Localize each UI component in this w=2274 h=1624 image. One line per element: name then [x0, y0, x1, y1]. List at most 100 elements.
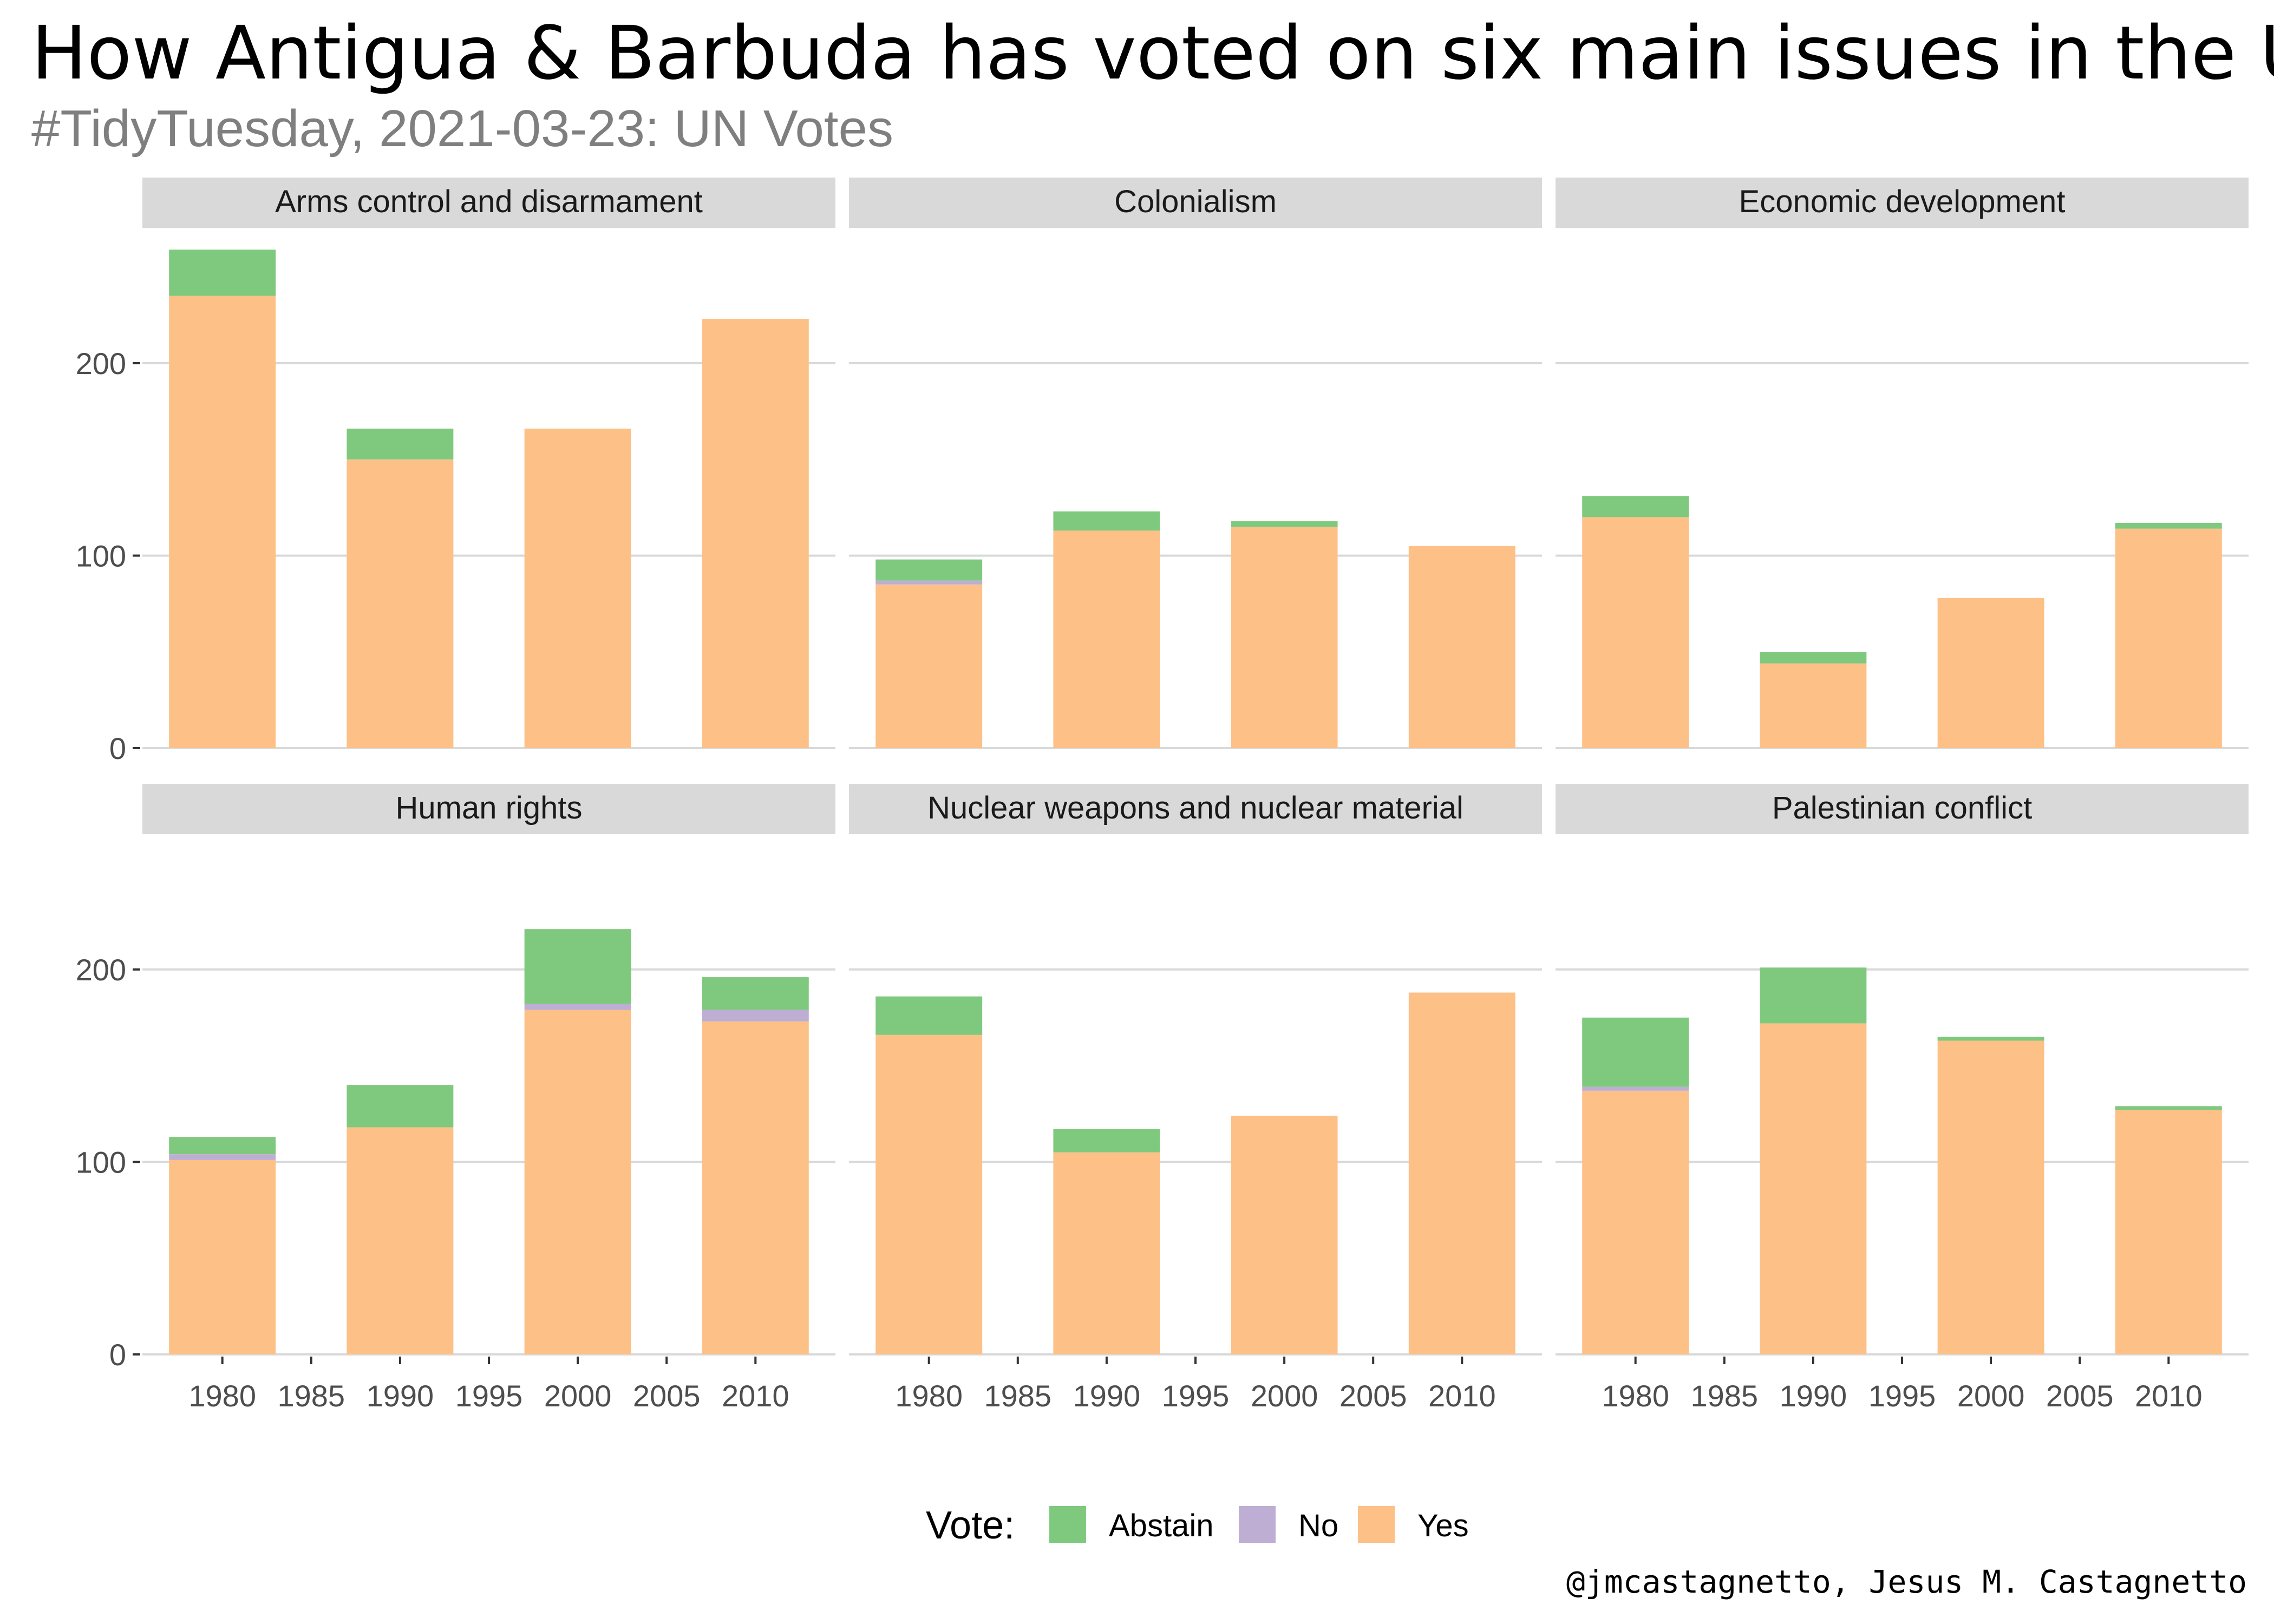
bar-segment-abstain — [169, 1137, 276, 1155]
facet-panel: Colonialism — [849, 178, 1542, 749]
bar-segment-abstain — [1053, 1129, 1160, 1152]
legend-key-yes — [1358, 1506, 1395, 1543]
x-tick-label: 1990 — [1780, 1379, 1847, 1413]
bar-segment-yes — [2115, 528, 2222, 748]
bar-segment-abstain — [1582, 1017, 1689, 1087]
bar-segment-yes — [1408, 992, 1515, 1354]
legend-label: No — [1298, 1508, 1338, 1543]
bar-segment-yes — [1760, 1023, 1867, 1354]
y-tick-label: 0 — [109, 731, 126, 765]
x-tick-label: 1980 — [895, 1379, 963, 1413]
bar-segment-yes — [2115, 1110, 2222, 1354]
legend-label: Yes — [1417, 1508, 1469, 1543]
y-tick-label: 200 — [76, 953, 126, 987]
bar-segment-abstain — [347, 1085, 454, 1128]
x-tick-label: 1985 — [984, 1379, 1052, 1413]
x-tick-label: 1990 — [1073, 1379, 1141, 1413]
chart-subtitle: #TidyTuesday, 2021-03-23: UN Votes — [31, 100, 893, 158]
bar-segment-abstain — [2115, 1106, 2222, 1110]
bar-segment-yes — [1937, 598, 2044, 748]
x-tick-label: 2005 — [2046, 1379, 2114, 1413]
bar-segment-yes — [702, 319, 809, 748]
facet-strip — [142, 784, 835, 834]
bar-segment-abstain — [1053, 511, 1160, 531]
bar-segment-no — [524, 1004, 631, 1010]
chart-title: How Antigua & Barbuda has voted on six m… — [31, 11, 2274, 96]
bar-segment-yes — [347, 1127, 454, 1354]
x-tick-label: 1990 — [367, 1379, 434, 1413]
x-tick-label: 1980 — [1602, 1379, 1669, 1413]
y-tick-label: 100 — [76, 539, 126, 573]
facet-panel: Economic development — [1556, 178, 2249, 749]
bar-segment-yes — [875, 1034, 983, 1354]
facet-strip-label: Human rights — [396, 790, 583, 826]
bar-segment-abstain — [1582, 496, 1689, 518]
facet-panel: Nuclear weapons and nuclear material 1980… — [849, 784, 1542, 1413]
bar-segment-abstain — [1760, 652, 1867, 664]
bar-segment-abstain — [702, 977, 809, 1010]
legend-key-abstain — [1049, 1506, 1086, 1543]
bar-segment-abstain — [169, 250, 276, 296]
x-tick-label: 2000 — [1251, 1379, 1318, 1413]
bar-segment-yes — [1760, 663, 1867, 748]
bar-segment-yes — [524, 428, 631, 748]
bar-segment-no — [169, 1154, 276, 1160]
bar-segment-abstain — [2115, 523, 2222, 529]
facet-strip — [142, 178, 835, 228]
bar-segment-no — [1582, 1086, 1689, 1091]
bar-segment-yes — [1231, 1116, 1338, 1354]
x-tick-label: 1980 — [188, 1379, 256, 1413]
bar-segment-abstain — [1937, 1037, 2044, 1041]
bar-segment-yes — [1582, 517, 1689, 748]
legend-label: Abstain — [1109, 1508, 1213, 1543]
facet-strip — [1556, 178, 2249, 228]
x-tick-label: 1995 — [1868, 1379, 1936, 1413]
facet-strip-label: Palestinian conflict — [1772, 790, 2032, 826]
facet-panel: Human rights 0 100 200 1980 1985 1990 1995 2000 2… — [76, 784, 835, 1413]
x-tick-label: 2010 — [2135, 1379, 2203, 1413]
x-tick-label: 1985 — [278, 1379, 345, 1413]
bar-segment-yes — [347, 459, 454, 748]
facet-strip-label: Colonialism — [1114, 184, 1277, 219]
facet-panel: Palestinian conflict 1980 1985 1990 1995 2000… — [1556, 784, 2249, 1413]
facet-strip — [849, 784, 1542, 834]
facet-panel: Arms control and disarmament 0 100 200 — [76, 178, 835, 765]
legend: Vote: Abstain No Yes — [926, 1504, 1469, 1547]
facet-strip — [1556, 784, 2249, 834]
x-tick-label: 1995 — [455, 1379, 523, 1413]
y-tick-label: 100 — [76, 1145, 126, 1179]
facet-strip-label: Nuclear weapons and nuclear material — [927, 790, 1463, 826]
x-tick-label: 2010 — [1428, 1379, 1496, 1413]
bar-segment-yes — [169, 296, 276, 748]
bar-segment-yes — [875, 584, 983, 748]
bar-segment-abstain — [1760, 967, 1867, 1024]
bar-segment-yes — [524, 1010, 631, 1354]
bar-segment-yes — [702, 1021, 809, 1354]
bar-segment-yes — [1582, 1090, 1689, 1354]
bar-segment-abstain — [875, 559, 983, 581]
bar-segment-yes — [1408, 546, 1515, 748]
bar-segment-yes — [169, 1160, 276, 1354]
bar-segment-no — [702, 1010, 809, 1021]
x-tick-label: 1985 — [1691, 1379, 1759, 1413]
legend-title: Vote: — [926, 1504, 1015, 1547]
facet-strip — [849, 178, 1542, 228]
x-tick-label: 1995 — [1162, 1379, 1230, 1413]
x-tick-label: 2005 — [1339, 1379, 1407, 1413]
x-tick-label: 2000 — [544, 1379, 612, 1413]
bar-segment-abstain — [524, 929, 631, 1004]
bar-segment-no — [875, 580, 983, 585]
x-tick-label: 2010 — [722, 1379, 789, 1413]
bar-segment-yes — [1937, 1040, 2044, 1354]
bar-segment-yes — [1053, 1152, 1160, 1354]
facet-grid: Arms control and disarmament 0 100 200 Colon… — [76, 178, 2249, 1413]
facet-strip-label: Arms control and disarmament — [275, 184, 703, 219]
bar-segment-abstain — [1231, 521, 1338, 527]
y-tick-label: 0 — [109, 1338, 126, 1372]
bar-segment-yes — [1053, 531, 1160, 748]
x-tick-label: 2000 — [1957, 1379, 2025, 1413]
bar-segment-yes — [1231, 527, 1338, 748]
legend-key-no — [1239, 1506, 1276, 1543]
bar-segment-abstain — [347, 428, 454, 460]
